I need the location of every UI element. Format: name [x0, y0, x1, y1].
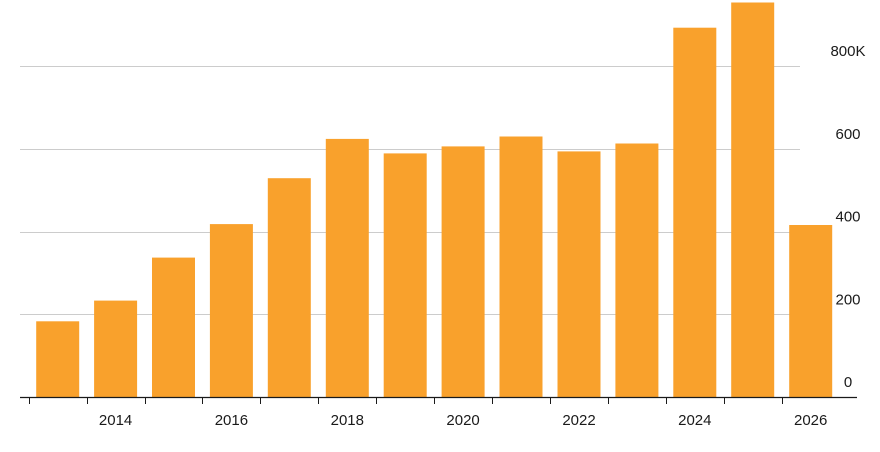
y-tick-label: 0 [844, 374, 852, 391]
y-tick-label: 200 [835, 291, 860, 308]
bar-2020 [441, 146, 485, 397]
bar-2013 [36, 321, 80, 397]
y-tick-label: 800K [830, 43, 865, 60]
bar-2014 [94, 300, 138, 397]
x-tick-label: 2016 [215, 412, 248, 429]
bar-2024 [673, 27, 717, 397]
x-tick-label: 2020 [446, 412, 479, 429]
x-tick-label: 2024 [678, 412, 711, 429]
bar-2023 [615, 143, 659, 397]
bar-2019 [383, 153, 427, 397]
bar-2017 [267, 178, 311, 397]
bar-2018 [325, 138, 369, 397]
y-axis: 0 200 400 600 800K [830, 43, 865, 391]
x-tick-label: 2022 [562, 412, 595, 429]
x-axis: 2014 2016 2018 2020 2022 2024 2026 [20, 396, 857, 429]
bar-2026 [789, 225, 833, 397]
x-tick-label: 2014 [99, 412, 132, 429]
x-tick-label: 2018 [331, 412, 364, 429]
bar-2016 [209, 224, 253, 397]
x-tick-label: 2026 [794, 412, 827, 429]
bar-2015 [152, 257, 195, 397]
bar-2021 [499, 136, 543, 397]
bars [36, 2, 833, 397]
bar-2022 [557, 151, 601, 397]
bar-2025 [731, 2, 775, 397]
y-tick-label: 600 [835, 126, 860, 143]
y-tick-label: 400 [835, 209, 860, 226]
